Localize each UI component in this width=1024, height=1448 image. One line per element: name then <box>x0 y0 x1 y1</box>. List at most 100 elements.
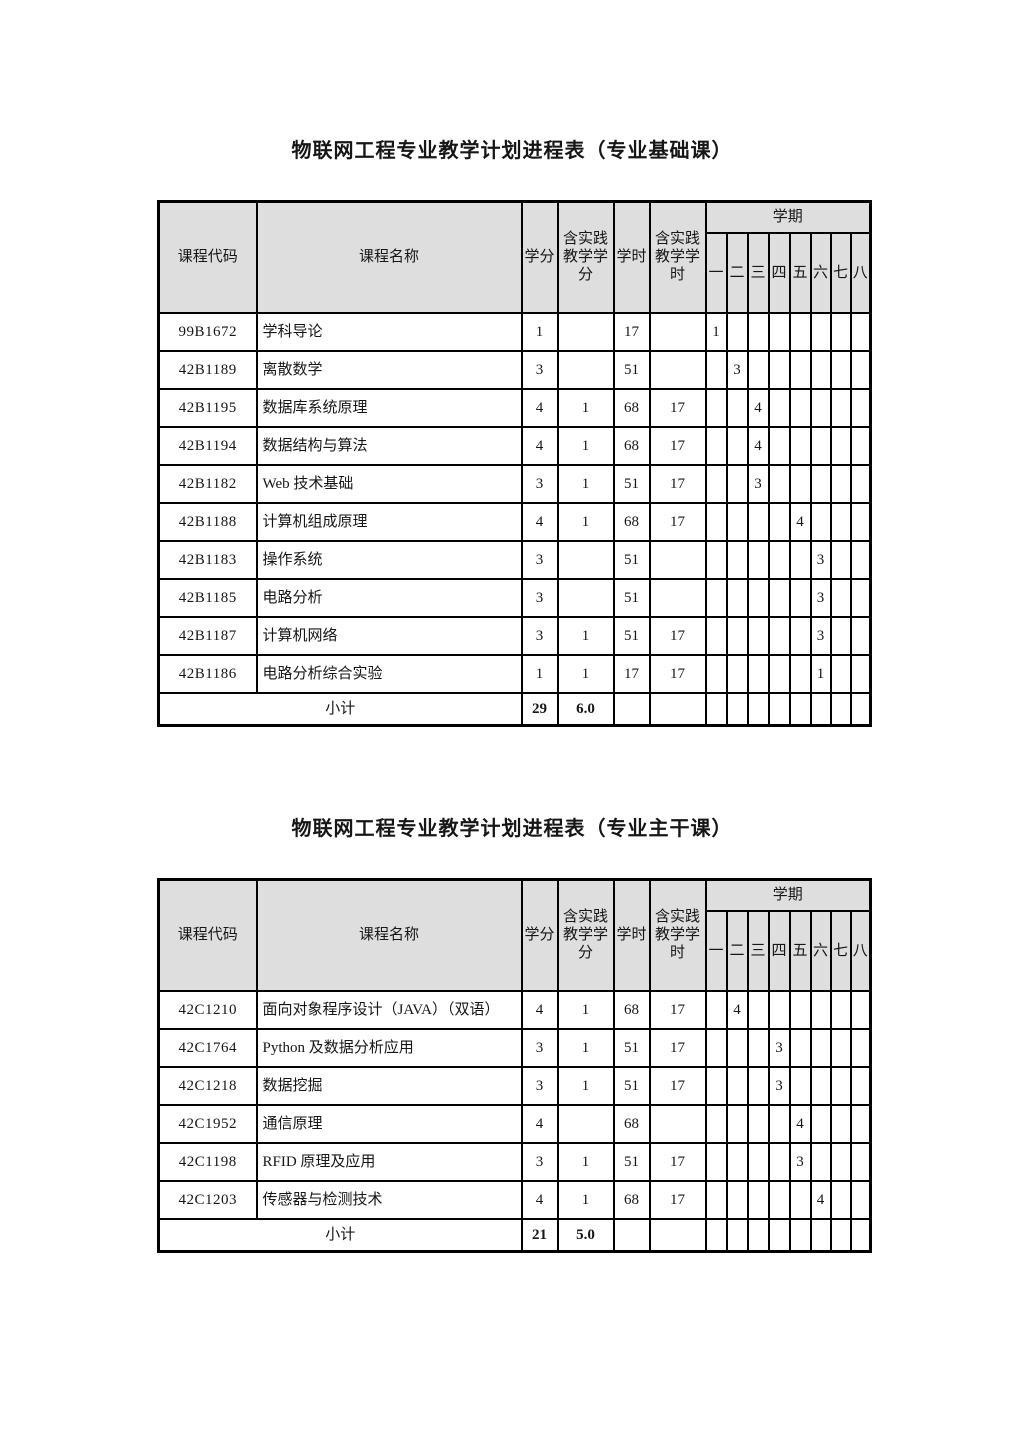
hours-cell: 68 <box>612 387 651 428</box>
semester-8-cell <box>849 463 872 504</box>
header-course-code: 课程代码 <box>157 878 258 992</box>
subtotal-credits-cell: 21 <box>520 1217 559 1253</box>
course-code-cell: 42B1183 <box>157 539 258 580</box>
header-semester-1: 一 <box>704 231 728 314</box>
semester-7-cell <box>829 1141 852 1182</box>
semester-1-cell <box>704 1027 728 1068</box>
course-code-cell: 42C1203 <box>157 1179 258 1220</box>
practice-credits-cell: 1 <box>556 1141 615 1182</box>
subtotal-semester-4-cell <box>767 691 791 727</box>
table-row: 42B1194 数据结构与算法 4 1 68 17 4 <box>157 425 872 466</box>
course-name-cell: 操作系统 <box>255 539 523 580</box>
course-name-cell: Web 技术基础 <box>255 463 523 504</box>
hours-cell: 17 <box>612 653 651 694</box>
practice-hours-cell: 17 <box>648 653 707 694</box>
header-semester-7: 七 <box>829 231 852 314</box>
semester-3-cell <box>746 615 770 656</box>
subtotal-semester-6-cell <box>809 1217 832 1253</box>
subtotal-semester-5-cell <box>788 1217 812 1253</box>
semester-1-cell <box>704 501 728 542</box>
hours-cell: 68 <box>612 989 651 1030</box>
course-name-cell: Python 及数据分析应用 <box>255 1027 523 1068</box>
semester-5-cell <box>788 615 812 656</box>
semester-4-cell <box>767 501 791 542</box>
practice-credits-cell <box>556 349 615 390</box>
course-code-cell: 42B1187 <box>157 615 258 656</box>
semester-5-cell <box>788 1065 812 1106</box>
hours-cell: 17 <box>612 311 651 352</box>
semester-6-cell <box>809 425 832 466</box>
course-code-cell: 99B1672 <box>157 311 258 352</box>
semester-4-cell <box>767 1141 791 1182</box>
semester-3-cell <box>746 653 770 694</box>
semester-7-cell <box>829 539 852 580</box>
credits-cell: 3 <box>520 615 559 656</box>
semester-8-cell <box>849 501 872 542</box>
semester-5-cell <box>788 387 812 428</box>
semester-6-cell: 3 <box>809 615 832 656</box>
header-course-name: 课程名称 <box>255 200 523 314</box>
semester-2-cell <box>725 1141 749 1182</box>
practice-hours-cell: 17 <box>648 1065 707 1106</box>
semester-3-cell: 4 <box>746 387 770 428</box>
subtotal-hours-cell <box>612 691 651 727</box>
subtotal-semester-3-cell <box>746 1217 770 1253</box>
header-semester-2: 二 <box>725 909 749 992</box>
semester-4-cell <box>767 1103 791 1144</box>
subtotal-semester-8-cell <box>849 1217 872 1253</box>
semester-5-cell <box>788 539 812 580</box>
semester-8-cell <box>849 1027 872 1068</box>
semester-8-cell <box>849 425 872 466</box>
table-row: 42B1185 电路分析 3 51 3 <box>157 577 872 618</box>
semester-8-cell <box>849 311 872 352</box>
semester-3-cell <box>746 1027 770 1068</box>
credits-cell: 3 <box>520 1027 559 1068</box>
header-practice-credits: 含实践教学学分 <box>556 878 615 992</box>
header-semester-4: 四 <box>767 909 791 992</box>
subtotal-row: 小计 29 6.0 <box>157 691 872 727</box>
subtotal-practice-credits-cell: 6.0 <box>556 691 615 727</box>
practice-credits-cell: 1 <box>556 501 615 542</box>
credits-cell: 3 <box>520 1065 559 1106</box>
practice-credits-cell: 1 <box>556 653 615 694</box>
subtotal-semester-1-cell <box>704 1217 728 1253</box>
course-code-cell: 42C1952 <box>157 1103 258 1144</box>
semester-3-cell <box>746 1065 770 1106</box>
course-name-cell: RFID 原理及应用 <box>255 1141 523 1182</box>
header-semester-7: 七 <box>829 909 852 992</box>
table-row: 42C1203 传感器与检测技术 4 1 68 17 4 <box>157 1179 872 1220</box>
semester-6-cell <box>809 463 832 504</box>
semester-5-cell <box>788 349 812 390</box>
header-semester-4: 四 <box>767 231 791 314</box>
semester-5-cell <box>788 463 812 504</box>
hours-cell: 51 <box>612 349 651 390</box>
header-semester-5: 五 <box>788 231 812 314</box>
course-code-cell: 42B1194 <box>157 425 258 466</box>
hours-cell: 51 <box>612 539 651 580</box>
semester-5-cell <box>788 577 812 618</box>
semester-6-cell <box>809 387 832 428</box>
semester-1-cell <box>704 615 728 656</box>
subtotal-semester-3-cell <box>746 691 770 727</box>
header-practice-credits: 含实践教学学分 <box>556 200 615 314</box>
credits-cell: 4 <box>520 387 559 428</box>
credits-cell: 4 <box>520 989 559 1030</box>
table-row: 42B1186 电路分析综合实验 1 1 17 17 1 <box>157 653 872 694</box>
semester-3-cell: 4 <box>746 425 770 466</box>
semester-2-cell: 4 <box>725 989 749 1030</box>
semester-6-cell <box>809 349 832 390</box>
header-hours: 学时 <box>612 878 651 992</box>
course-name-cell: 电路分析综合实验 <box>255 653 523 694</box>
header-semester-6: 六 <box>809 909 832 992</box>
semester-4-cell <box>767 1179 791 1220</box>
semester-8-cell <box>849 615 872 656</box>
semester-3-cell <box>746 311 770 352</box>
credits-cell: 1 <box>520 653 559 694</box>
header-semester-8: 八 <box>849 909 872 992</box>
subtotal-semester-5-cell <box>788 691 812 727</box>
semester-6-cell <box>809 989 832 1030</box>
header-semester: 学期 <box>704 200 872 234</box>
hours-cell: 51 <box>612 1027 651 1068</box>
subtotal-hours-cell <box>612 1217 651 1253</box>
